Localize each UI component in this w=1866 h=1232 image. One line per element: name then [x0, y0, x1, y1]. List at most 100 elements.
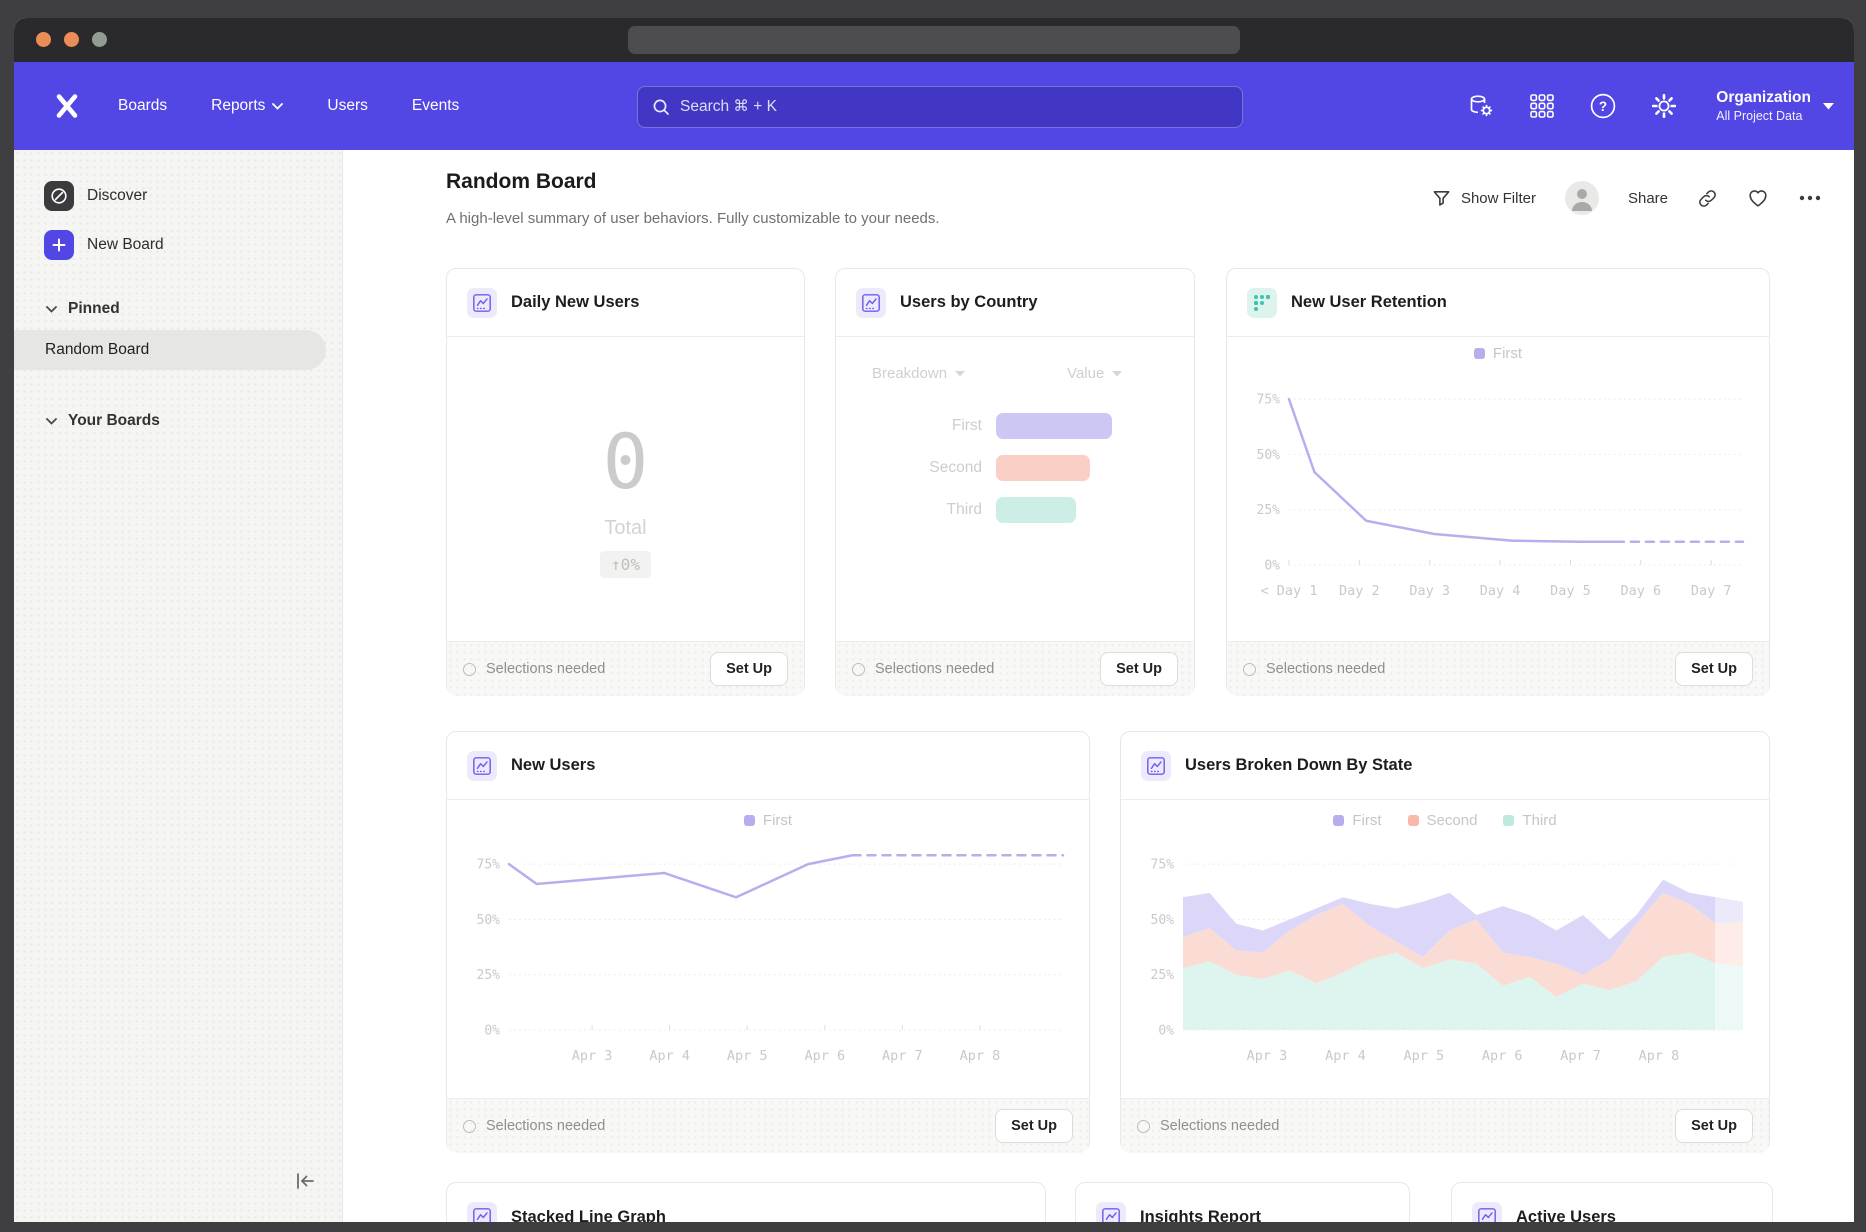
svg-text:Apr 4: Apr 4 — [1325, 1048, 1366, 1064]
sidebar-section-your-boards[interactable]: Your Boards — [46, 412, 160, 430]
card-users-by-country: Users by Country Breakdown Value First Se… — [835, 268, 1195, 696]
sidebar: Discover New Board Pinned Random Board Y… — [14, 150, 343, 1222]
nav-item-users[interactable]: Users — [327, 97, 368, 114]
bar-label: Third — [946, 501, 982, 518]
svg-text:25%: 25% — [1151, 968, 1175, 983]
card-footer: Selections needed Set Up — [447, 1098, 1089, 1153]
svg-text:50%: 50% — [477, 913, 501, 928]
sidebar-item-new-board[interactable]: New Board — [44, 230, 164, 260]
svg-text:25%: 25% — [1257, 503, 1281, 518]
chart-legend: First — [1227, 345, 1769, 362]
apps-grid-icon[interactable] — [1527, 91, 1557, 121]
share-button[interactable]: Share — [1627, 189, 1668, 207]
legend-chip-icon — [1407, 815, 1419, 826]
window-titlebar — [14, 18, 1854, 62]
settings-icon[interactable] — [1649, 91, 1679, 121]
card-title: Users Broken Down By State — [1185, 756, 1413, 774]
chevron-down-icon — [955, 370, 966, 376]
heart-icon[interactable] — [1747, 187, 1769, 209]
breakdown-dropdown[interactable]: Breakdown — [872, 365, 966, 382]
svg-text:Day 5: Day 5 — [1550, 583, 1591, 599]
svg-text:75%: 75% — [1257, 393, 1281, 408]
metric-delta-badge: ↑0% — [600, 551, 651, 578]
set-up-button[interactable]: Set Up — [1100, 652, 1178, 686]
legend-entry: First — [1473, 345, 1522, 362]
org-name: Organization — [1716, 89, 1811, 106]
svg-text:Day 4: Day 4 — [1480, 583, 1521, 599]
collapse-sidebar-icon[interactable] — [292, 1168, 318, 1194]
svg-text:Day 7: Day 7 — [1691, 583, 1732, 599]
avatar[interactable] — [1564, 181, 1599, 215]
card-new-users: New Users First 75% 50% 25% 0% Apr 3 Apr 4 Apr… — [446, 731, 1090, 1153]
svg-text:Day 3: Day 3 — [1409, 583, 1450, 599]
status-circle-icon — [1243, 662, 1256, 676]
board-main: Random Board A high-level summary of use… — [343, 150, 1854, 1222]
close-window-icon[interactable] — [36, 32, 51, 47]
chevron-down-icon — [272, 102, 284, 110]
link-icon[interactable] — [1697, 188, 1718, 209]
chevron-down-icon — [1112, 370, 1123, 376]
compass-icon — [44, 181, 74, 211]
search-input[interactable] — [680, 98, 1228, 116]
data-pipeline-icon[interactable] — [1466, 91, 1496, 121]
more-icon[interactable] — [1798, 193, 1822, 203]
minimize-window-icon[interactable] — [64, 32, 79, 47]
value-dropdown[interactable]: Value — [1067, 365, 1123, 382]
nav-item-reports[interactable]: Reports — [211, 97, 284, 115]
nav-item-boards[interactable]: Boards — [118, 97, 168, 114]
org-switcher[interactable]: Organization All Project Data — [1716, 88, 1834, 124]
legend-chip-icon — [1473, 348, 1485, 359]
address-bar[interactable] — [628, 26, 1240, 54]
card-title: Users by Country — [900, 293, 1038, 311]
status-text: Selections needed — [486, 661, 606, 677]
line-chart-icon — [467, 1202, 497, 1222]
svg-text:Apr 8: Apr 8 — [1639, 1048, 1680, 1064]
country-bar-row: Third — [836, 497, 1194, 523]
svg-text:Apr 6: Apr 6 — [1482, 1048, 1523, 1064]
line-chart-icon — [1472, 1202, 1502, 1222]
svg-text:Apr 7: Apr 7 — [882, 1048, 923, 1064]
navbar-right: ? Organization All Project Data — [1466, 62, 1834, 150]
new-users-chart: 75% 50% 25% 0% Apr 3 Apr 4 Apr 5 Apr 6 Apr 7 Apr … — [459, 832, 1077, 1070]
bar-label: First — [951, 417, 982, 434]
traffic-lights — [36, 32, 107, 47]
zoom-window-icon[interactable] — [92, 32, 107, 47]
mixpanel-logo[interactable] — [54, 93, 80, 119]
bar-value — [996, 497, 1076, 523]
global-search[interactable] — [637, 86, 1243, 128]
legend-chip-icon — [1503, 815, 1515, 826]
chevron-down-icon — [1823, 102, 1834, 109]
svg-text:0%: 0% — [484, 1024, 500, 1039]
retention-grid-icon — [1247, 287, 1277, 318]
legend-entry: Second — [1407, 812, 1477, 829]
country-bar-list: First Second Third — [836, 413, 1194, 523]
set-up-button[interactable]: Set Up — [710, 652, 788, 686]
card-title: New Users — [511, 756, 596, 774]
status-circle-icon — [463, 1119, 476, 1133]
card-new-user-retention: New User Retention First 75% 50% 25% 0% < Da… — [1226, 268, 1770, 696]
show-filter-button[interactable]: Show Filter — [1432, 189, 1536, 208]
help-icon[interactable]: ? — [1588, 91, 1618, 121]
svg-text:Apr 3: Apr 3 — [1247, 1048, 1288, 1064]
card-title: Stacked Line Graph — [511, 1207, 666, 1223]
card-footer: Selections needed Set Up — [1227, 641, 1769, 696]
status-text: Selections needed — [486, 1118, 606, 1134]
svg-text:Apr 8: Apr 8 — [960, 1048, 1001, 1064]
set-up-button[interactable]: Set Up — [1675, 1109, 1753, 1143]
legend-entry: Third — [1503, 812, 1557, 829]
svg-text:Day 6: Day 6 — [1621, 583, 1662, 599]
nav-item-events[interactable]: Events — [411, 97, 460, 114]
set-up-button[interactable]: Set Up — [1675, 652, 1753, 686]
retention-chart: 75% 50% 25% 0% < Day 1 Day 2 Day 3 Day 4 Day 5 Da… — [1239, 367, 1757, 605]
page-title: Random Board — [446, 170, 597, 193]
sidebar-item-random-board[interactable]: Random Board — [14, 330, 326, 370]
card-title: Active Users — [1516, 1207, 1616, 1223]
svg-text:50%: 50% — [1151, 913, 1175, 928]
line-chart-icon — [1141, 750, 1171, 781]
card-title: Insights Report — [1140, 1207, 1262, 1223]
set-up-button[interactable]: Set Up — [995, 1109, 1073, 1143]
status-text: Selections needed — [1160, 1118, 1280, 1134]
sidebar-item-discover[interactable]: Discover — [44, 181, 147, 211]
svg-text:Apr 3: Apr 3 — [572, 1048, 613, 1064]
sidebar-section-pinned[interactable]: Pinned — [46, 300, 120, 318]
